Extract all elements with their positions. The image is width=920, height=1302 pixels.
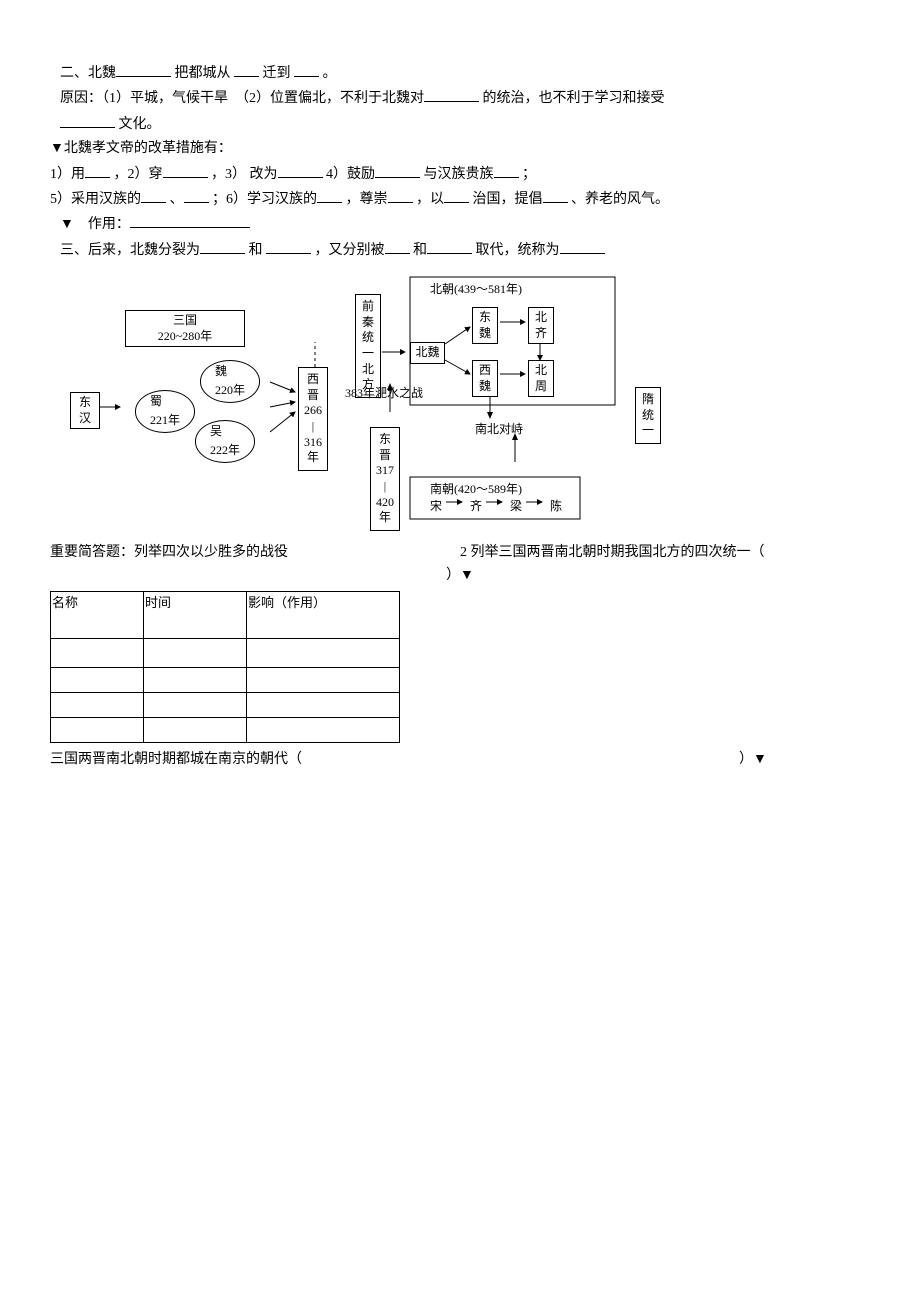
blank [85, 163, 110, 178]
text: 二、北魏 [60, 66, 116, 81]
text: 4）鼓励 [326, 167, 375, 182]
blank [375, 163, 420, 178]
blank [184, 188, 209, 203]
text: 和 [413, 243, 427, 258]
label-beichao: 北朝(439～581年) [430, 280, 522, 299]
node-dongjin: 东晋317|420年 [370, 427, 400, 531]
node-chen: 陈 [550, 497, 562, 516]
blank [130, 213, 250, 228]
node-qianqin: 前秦统一北方 [355, 294, 381, 398]
node-liang: 梁 [510, 497, 522, 516]
text: 原因：（1）平城，气候干旱 （2）位置偏北，不利于北魏对 [60, 91, 424, 106]
node-dongwei: 东魏 [472, 307, 498, 344]
text: 、养老的风气。 [571, 192, 669, 207]
node-xiwei: 西魏 [472, 360, 498, 397]
blank [278, 163, 323, 178]
text: ；6）学习汉族的 [212, 192, 317, 207]
blank [60, 113, 115, 128]
section-2-line1: 二、北魏 把都城从 迁到 。 [50, 62, 870, 85]
text: 迁到 [263, 66, 295, 81]
node-sui: 隋统一 [635, 387, 661, 444]
text: 文化。 [119, 117, 161, 132]
node-shu: 蜀221年 [135, 390, 195, 432]
text: ，3） 改为 [211, 167, 278, 182]
node-sanguo: 三国220~280年 [125, 310, 245, 347]
question-2: 2 列举三国两晋南北朝时期我国北方的四次统一（ [460, 542, 870, 564]
blank [116, 62, 171, 77]
blank [200, 239, 245, 254]
blank [234, 62, 259, 77]
node-beiqi: 北齐 [528, 307, 554, 344]
label-nanbei: 南北对峙 [475, 420, 523, 439]
table-header-row: 名称 时间 影响（作用） [51, 591, 400, 638]
section-3: 三、后来，北魏分裂为 和 ，又分别被 和 取代，统称为 [50, 239, 870, 262]
reform-line2: 5）采用汉族的 、 ；6）学习汉族的 ，尊崇 ，以 治国，提倡 、养老的风气。 [50, 188, 870, 211]
question-3: 三国两晋南北朝时期都城在南京的朝代（ ）▼ [50, 749, 870, 771]
node-beizhou: 北周 [528, 360, 554, 397]
text: ，又分别被 [315, 243, 385, 258]
blank [385, 239, 410, 254]
text: ▼ 作用： [60, 217, 130, 232]
blank [317, 188, 342, 203]
blank [388, 188, 413, 203]
text: 三、后来，北魏分裂为 [60, 243, 200, 258]
blank [163, 163, 208, 178]
text: 2 列举三国两晋南北朝时期我国北方的四次统一（ [460, 545, 765, 560]
text: 。 [323, 66, 337, 81]
blank [444, 188, 469, 203]
text: 1）用 [50, 167, 85, 182]
text: 、 [170, 192, 184, 207]
text: ，2）穿 [114, 167, 163, 182]
section-2-reason-2: 文化。 [50, 113, 870, 136]
reform-title: ▼北魏孝文帝的改革措施有： [50, 138, 870, 160]
battles-table: 名称 时间 影响（作用） [50, 591, 400, 743]
dynasty-flowchart: 东汉 三国220~280年 魏220年 蜀221年 吴222年 西晋266|31… [50, 272, 870, 532]
text: ，尊崇 [346, 192, 388, 207]
question-2b: ）▼ [50, 565, 870, 587]
text: ； [522, 167, 536, 182]
text: 与汉族贵族 [424, 167, 494, 182]
text: 5）采用汉族的 [50, 192, 141, 207]
reform-effect: ▼ 作用： [50, 213, 870, 236]
question-1: 重要简答题：列举四次以少胜多的战役 [50, 542, 460, 564]
node-donghan: 东汉 [70, 392, 100, 429]
table-row [51, 667, 400, 692]
text: 三国两晋南北朝时期都城在南京的朝代（ [50, 752, 302, 767]
text: ）▼ [446, 568, 474, 583]
node-qi: 齐 [470, 497, 482, 516]
table-row [51, 638, 400, 667]
col-effect: 影响（作用） [247, 591, 400, 638]
question-row: 重要简答题：列举四次以少胜多的战役 2 列举三国两晋南北朝时期我国北方的四次统一… [50, 542, 870, 564]
node-beiwei: 北魏 [410, 342, 445, 364]
text: 治国，提倡 [473, 192, 543, 207]
label-feishui: 383年淝水之战 [345, 384, 423, 403]
blank [427, 239, 472, 254]
blank [560, 239, 605, 254]
blank [141, 188, 166, 203]
table-row [51, 717, 400, 742]
section-2-reason: 原因：（1）平城，气候干旱 （2）位置偏北，不利于北魏对 的统治，也不利于学习和… [50, 87, 870, 110]
col-name: 名称 [51, 591, 144, 638]
text: ）▼ [739, 752, 767, 767]
text: 和 [249, 243, 263, 258]
text: 的统治，也不利于学习和接受 [483, 91, 665, 106]
blank [424, 87, 479, 102]
col-time: 时间 [144, 591, 247, 638]
text: 把都城从 [175, 66, 235, 81]
node-song: 宋 [430, 497, 442, 516]
node-wei: 魏220年 [200, 360, 260, 402]
node-wu: 吴222年 [195, 420, 255, 462]
reform-line1: 1）用 ，2）穿 ，3） 改为 4）鼓励 与汉族贵族 ； [50, 163, 870, 186]
blank [494, 163, 519, 178]
blank [543, 188, 568, 203]
blank [266, 239, 311, 254]
blank [294, 62, 319, 77]
table-row [51, 692, 400, 717]
node-xijin: 西晋266|316年 [298, 367, 328, 471]
text: 取代，统称为 [476, 243, 560, 258]
text: ，以 [416, 192, 444, 207]
